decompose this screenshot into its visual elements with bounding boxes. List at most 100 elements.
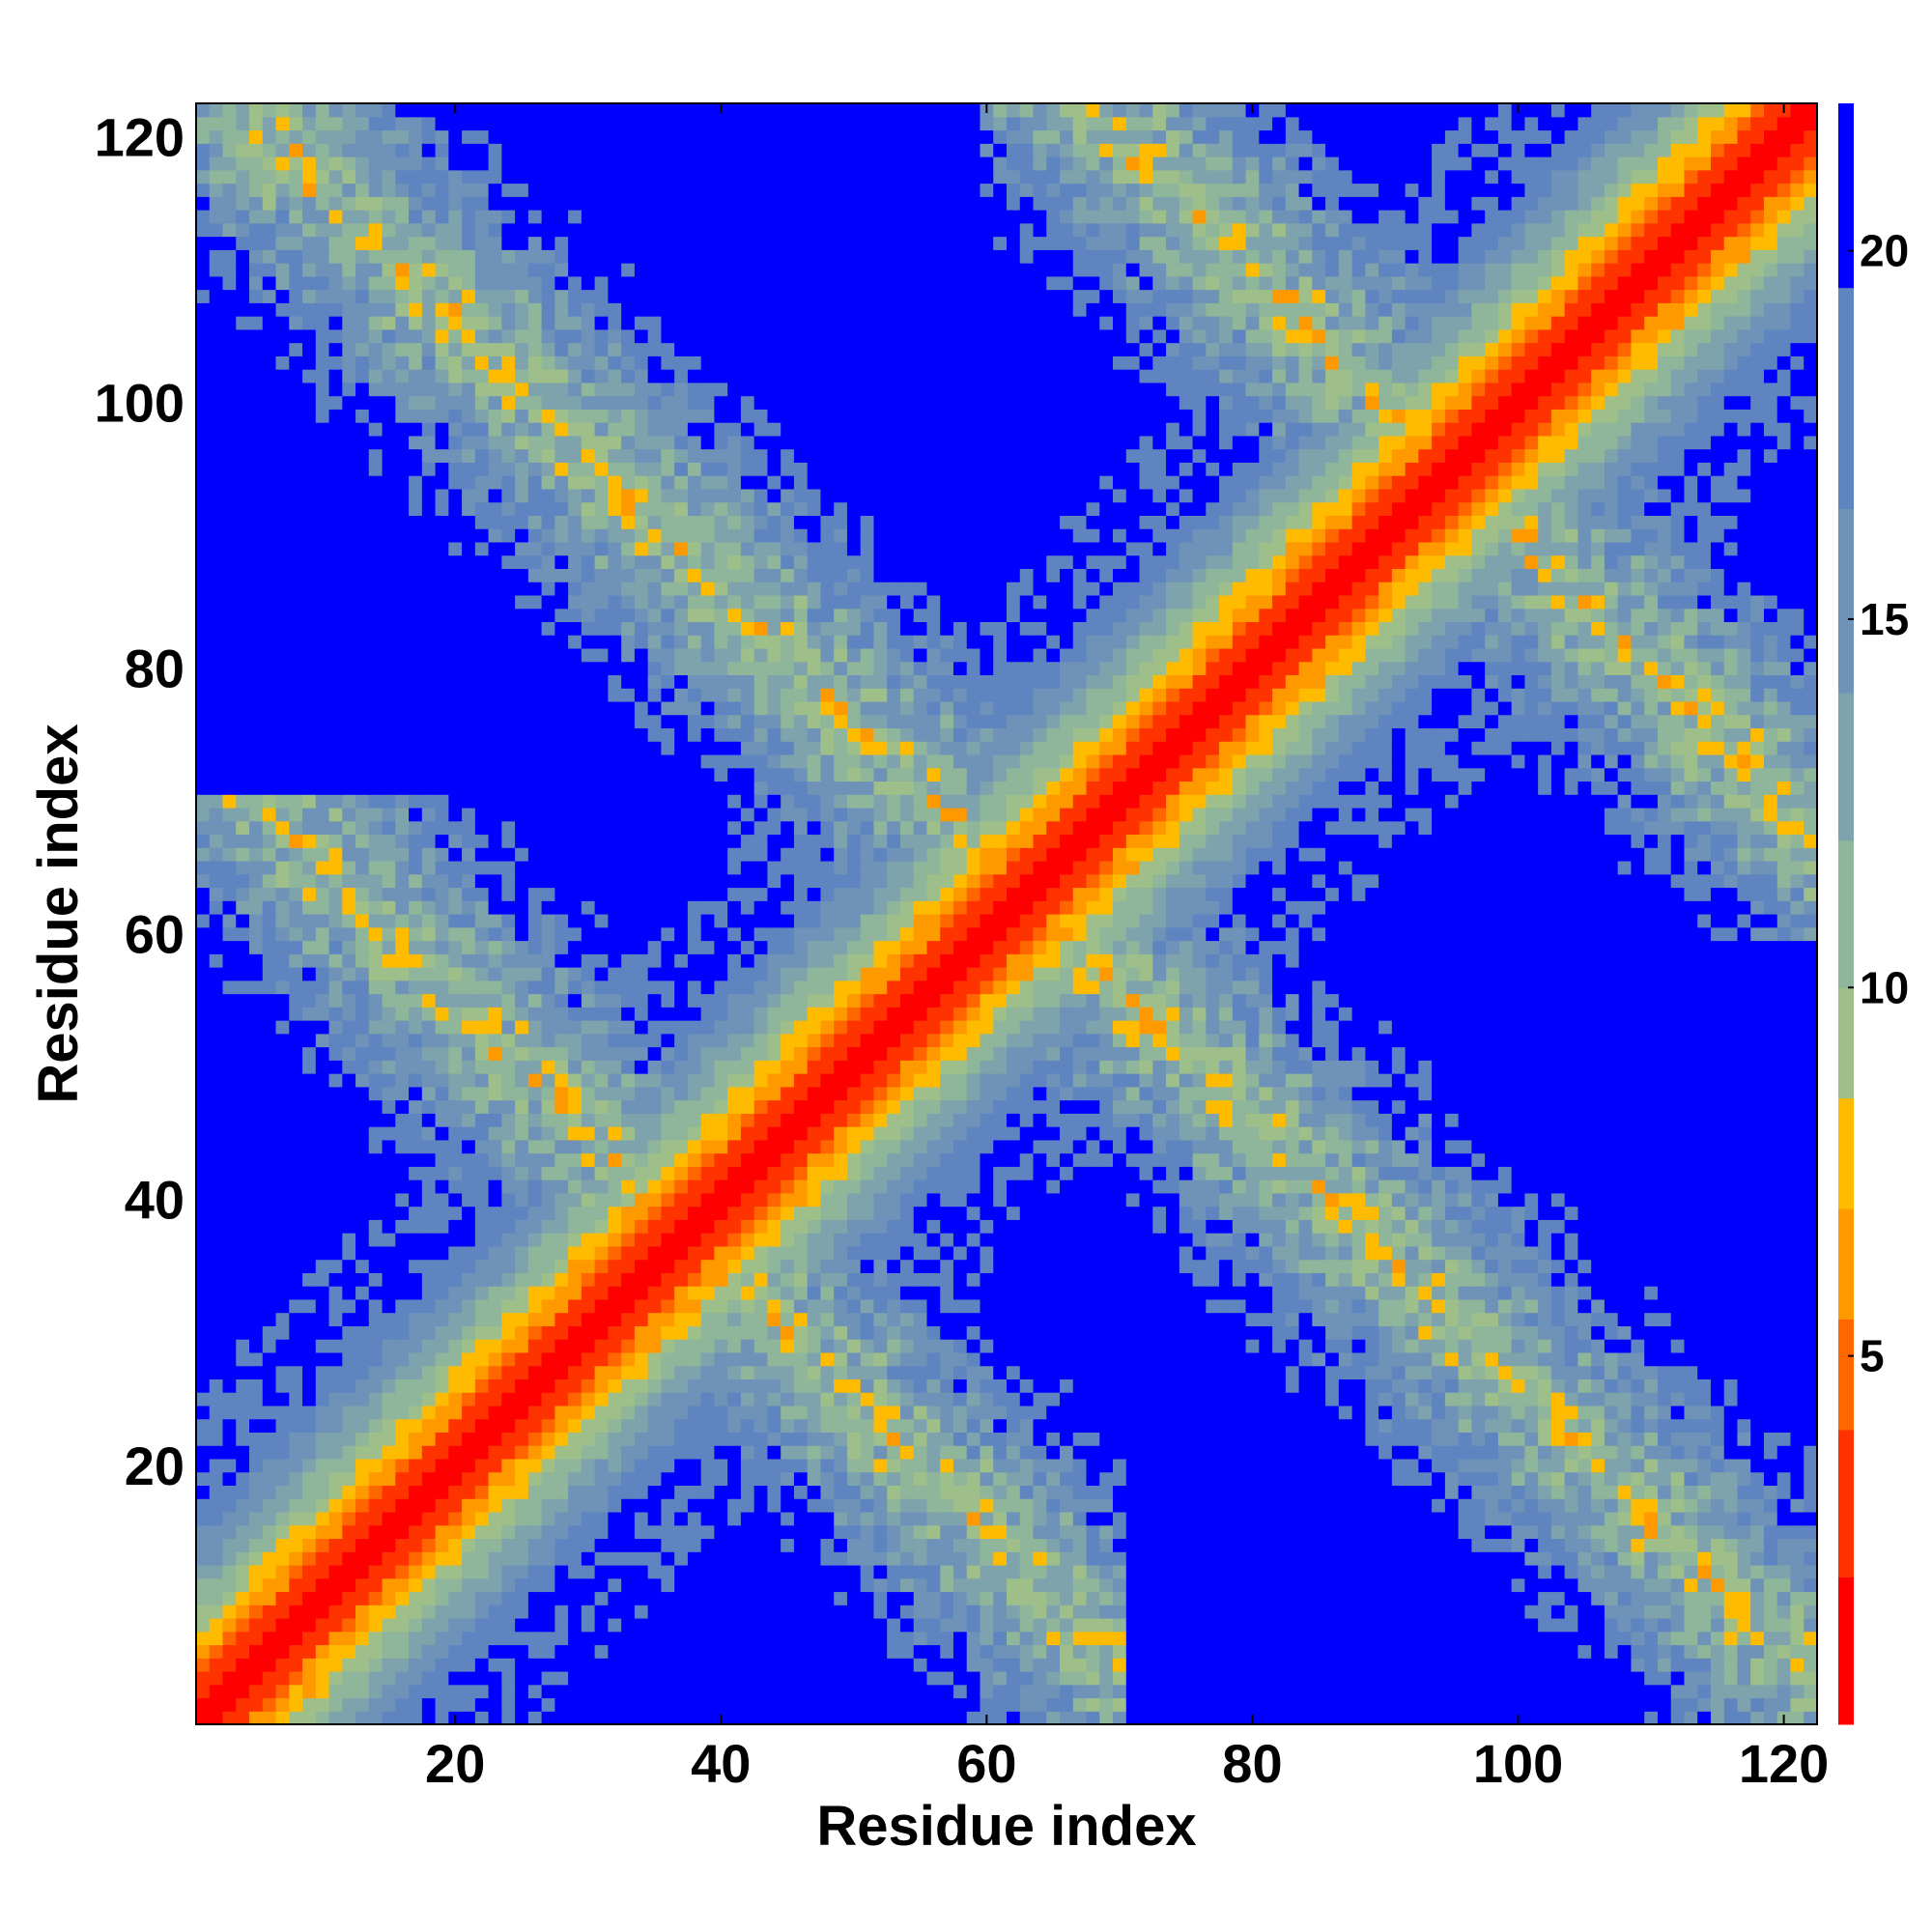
heatmap-cell (661, 1697, 675, 1712)
heatmap-cell (435, 1684, 449, 1699)
heatmap-cell (621, 1485, 636, 1499)
heatmap-cell (899, 1697, 915, 1712)
heatmap-cell (807, 1432, 822, 1446)
heatmap-cell (594, 1351, 609, 1367)
heatmap-cell (462, 1658, 476, 1672)
heatmap-cell (820, 1498, 835, 1513)
heatmap-cell (714, 1245, 728, 1261)
heatmap-cell (1790, 1378, 1804, 1393)
heatmap-cell (966, 1418, 981, 1434)
heatmap-cell (1139, 1418, 1153, 1434)
heatmap-cell (1790, 1351, 1804, 1367)
heatmap-cell (541, 1670, 555, 1686)
heatmap-cell (1405, 1286, 1419, 1300)
heatmap-cell (1538, 1658, 1552, 1672)
heatmap-cell (1737, 1179, 1751, 1194)
heatmap-cell (1432, 1697, 1446, 1712)
heatmap-cell (1763, 1658, 1778, 1672)
heatmap-cell (899, 1179, 915, 1194)
heatmap-cell (1365, 1577, 1379, 1593)
heatmap-cell (1644, 1644, 1659, 1659)
heatmap-cell (1538, 1298, 1552, 1314)
heatmap-cell (1219, 1312, 1234, 1326)
heatmap-cell (421, 1471, 437, 1487)
heatmap-cell (887, 1644, 901, 1659)
heatmap-cell (1019, 1631, 1035, 1646)
heatmap-cell (1604, 1577, 1619, 1593)
heatmap-cell (993, 1378, 1008, 1393)
heatmap-cell (302, 1644, 317, 1659)
heatmap-cell (1604, 1617, 1619, 1633)
heatmap-cell (1697, 1564, 1712, 1579)
heatmap-cell (1232, 1286, 1247, 1300)
heatmap-cell (740, 1485, 755, 1499)
heatmap-cell (1432, 1233, 1446, 1247)
heatmap-cell (1272, 1511, 1287, 1526)
heatmap-cell (674, 1432, 689, 1446)
heatmap-cell (621, 1670, 636, 1686)
heatmap-cell (1550, 1485, 1566, 1499)
heatmap-cell (1272, 1644, 1287, 1659)
heatmap-cell (834, 1312, 848, 1326)
heatmap-cell (1365, 1551, 1379, 1566)
heatmap-cell (873, 1711, 888, 1725)
heatmap-cell (647, 1617, 662, 1633)
heatmap-cell (1790, 1617, 1804, 1633)
heatmap-cell (1485, 1471, 1499, 1487)
heatmap-cell (727, 1524, 742, 1540)
heatmap-cell (1007, 1272, 1021, 1287)
heatmap-cell (1591, 1591, 1605, 1605)
heatmap-cell (1245, 1511, 1260, 1526)
heatmap-cell (873, 1471, 888, 1487)
heatmap-cell (368, 1325, 384, 1340)
heatmap-cell (887, 1179, 901, 1194)
heatmap-cell (1298, 1658, 1313, 1672)
heatmap-cell (993, 1670, 1008, 1686)
heatmap-cell (541, 1432, 555, 1446)
heatmap-cell (262, 1233, 277, 1247)
heatmap-cell (1179, 1631, 1194, 1646)
heatmap-cell (1564, 1206, 1579, 1220)
heatmap-cell (1086, 1298, 1100, 1314)
heatmap-cell (1378, 1498, 1393, 1513)
heatmap-cell (462, 1670, 476, 1686)
heatmap-cell (1790, 1286, 1804, 1300)
heatmap-cell (581, 1378, 596, 1393)
heatmap-cell (1497, 1631, 1513, 1646)
heatmap-cell (474, 1432, 490, 1446)
heatmap-cell (554, 1538, 569, 1552)
heatmap-cell (382, 1245, 396, 1261)
heatmap-cell (515, 1684, 529, 1699)
heatmap-cell (1670, 1325, 1686, 1340)
heatmap-cell (1617, 1471, 1633, 1487)
heatmap-cell (1166, 1259, 1180, 1273)
heatmap-cell (1511, 1564, 1526, 1579)
heatmap-cell (834, 1192, 848, 1208)
heatmap-cell (409, 1511, 423, 1526)
heatmap-cell (1697, 1219, 1712, 1234)
heatmap-cell (196, 1272, 211, 1287)
heatmap-cell (1272, 1498, 1287, 1513)
heatmap-cell (1737, 1392, 1751, 1406)
heatmap-cell (940, 1551, 954, 1566)
heatmap-cell (1524, 1219, 1539, 1234)
heatmap-cell (1657, 1644, 1672, 1659)
heatmap-cell (807, 1670, 822, 1686)
heatmap-cell (781, 1605, 795, 1619)
heatmap-cell (315, 1298, 330, 1314)
heatmap-cell (1405, 1538, 1419, 1552)
heatmap-cell (368, 1684, 384, 1699)
heatmap-cell (740, 1286, 755, 1300)
heatmap-cell (1763, 1670, 1778, 1686)
heatmap-cell (395, 1591, 410, 1605)
heatmap-cell (820, 1245, 835, 1261)
heatmap-cell (1152, 1551, 1167, 1566)
heatmap-cell (1152, 1245, 1167, 1261)
heatmap-cell (1591, 1325, 1605, 1340)
heatmap-cell (1604, 1233, 1619, 1247)
heatmap-cell (1152, 1378, 1167, 1393)
heatmap-cell (634, 1511, 649, 1526)
heatmap-cell (993, 1432, 1008, 1446)
heatmap-cell (1604, 1684, 1619, 1699)
